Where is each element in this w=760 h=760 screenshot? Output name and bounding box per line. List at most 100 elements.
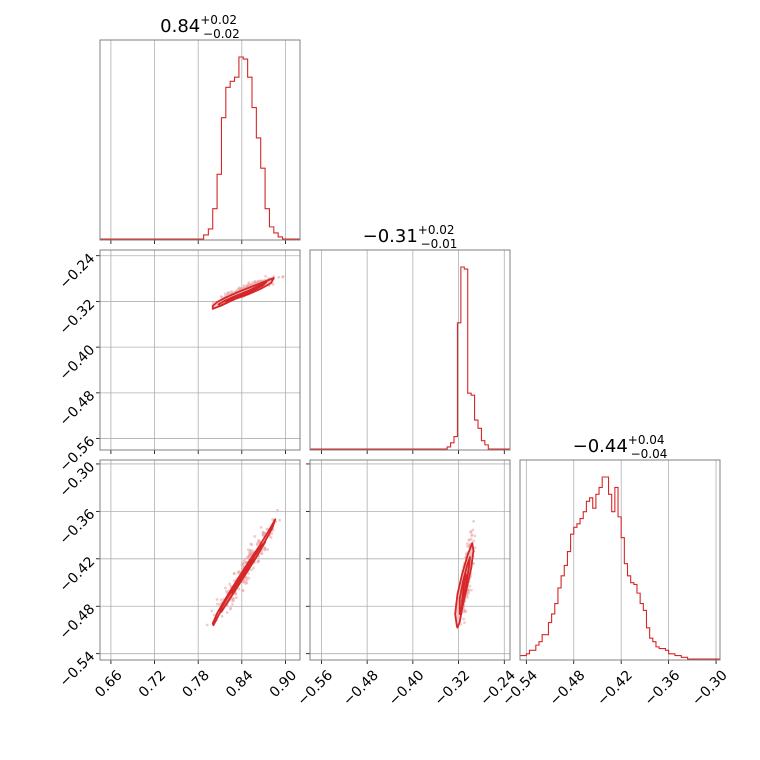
pair-0-2-xtick-label-0: 0.66 [92,667,125,700]
scatter-point [211,300,215,304]
scatter-point [236,570,240,574]
scatter-point [250,543,254,547]
pair-0-2-frame [99,459,301,661]
scatter-point [464,609,468,613]
scatter-point [259,525,263,529]
scatter-point [234,596,238,599]
scatter-point [244,576,248,580]
scatter-point [466,542,469,546]
scatter-point [469,537,473,541]
title-minus: −0.02 [203,27,240,41]
pair-0-2-xtick-label-3: 0.84 [223,667,256,700]
title-plus: +0.02 [200,13,237,27]
scatter-point [243,558,247,561]
scatter-point [261,530,265,534]
scatter-point [473,546,477,550]
pair-0-1-ytick-label-3: −0.32 [57,296,99,338]
scatter-point [205,623,209,627]
pair-0-1-ytick-label-4: −0.24 [57,251,99,293]
scatter-point [276,508,279,512]
scatter-point [249,549,253,552]
scatter-point [473,534,477,538]
scatter-point [230,602,234,606]
scatter-point [219,598,223,602]
scatter-point [231,290,235,294]
scatter-point [220,614,224,618]
scatter-point [277,275,280,279]
scatter-point [463,621,466,625]
scatter-point [470,533,474,537]
title-plus: +0.02 [418,223,455,237]
scatter-point [227,290,231,294]
scatter-point [472,562,476,566]
title-param-1: −0.31+0.02 −0.01 [363,223,458,251]
pair-1-2-contour-2 [461,573,469,604]
title-minus: −0.04 [631,447,668,461]
hist-2-frame [519,459,721,661]
scatter-point [225,611,229,615]
scatter-point [472,539,476,543]
hist-1-step [310,266,510,450]
pair-0-2-xtick-label-2: 0.78 [180,667,213,700]
scatter-point [223,586,227,590]
hist-2-step [520,476,720,660]
hist-1-frame [309,249,511,451]
hist-0-frame [99,39,301,241]
scatter-point [462,617,466,621]
title-median: −0.31 [363,226,418,247]
pair-1-2-xtick-label-1: −0.48 [340,667,382,709]
scatter-point [215,598,219,601]
scatter-point [240,563,244,567]
title-param-2: −0.44+0.04 −0.04 [573,433,668,461]
scatter-point [256,560,260,564]
scatter-point [272,275,276,278]
scatter-point [247,572,250,575]
scatter-point [261,533,265,537]
hist-2-xtick-label-1: −0.48 [547,667,589,709]
scatter-point [250,568,253,572]
scatter-point [469,530,472,534]
scatter-point [467,588,471,592]
pair-0-2-ytick-label-0: −0.54 [57,649,99,691]
pair-0-2-ytick-label-2: −0.42 [57,554,99,596]
title-param-0: 0.84+0.02 −0.02 [160,13,240,41]
pair-1-2-xtick-label-3: −0.32 [432,667,474,709]
scatter-point [229,606,232,610]
title-median: 0.84 [160,16,200,37]
title-plus: +0.04 [628,433,665,447]
scatter-point [210,609,214,613]
scatter-point [257,279,260,283]
scatter-point [212,613,216,617]
scatter-point [233,572,236,576]
scatter-point [252,566,256,570]
scatter-point [259,551,263,555]
scatter-point [468,584,472,588]
scatter-point [246,284,250,288]
scatter-point [264,274,267,278]
scatter-point [281,275,285,279]
pair-0-1-contour-2 [224,287,256,303]
pair-0-2-ytick-label-3: −0.36 [57,506,99,548]
scatter-point [469,588,473,592]
scatter-point [237,288,240,291]
hist-2-xtick-label-3: −0.36 [642,667,684,709]
scatter-point [232,579,236,583]
scatter-point [253,535,257,538]
scatter-point [232,597,235,600]
pair-1-2-xtick-label-0: −0.56 [294,667,336,709]
scatter-point [471,528,475,532]
pair-1-2-xtick-label-2: −0.40 [386,667,428,709]
scatter-point [266,548,269,551]
scatter-point [246,548,250,551]
scatter-point [249,282,252,286]
scatter-point [228,582,232,586]
scatter-point [237,587,241,591]
pair-0-1-frame [99,249,301,451]
scatter-point [246,556,250,560]
scatter-point [251,281,254,285]
pair-0-2-scatter [205,508,282,627]
scatter-point [278,518,282,522]
pair-1-2-frame [309,459,511,661]
hist-2-xtick-label-4: −0.30 [689,667,731,709]
